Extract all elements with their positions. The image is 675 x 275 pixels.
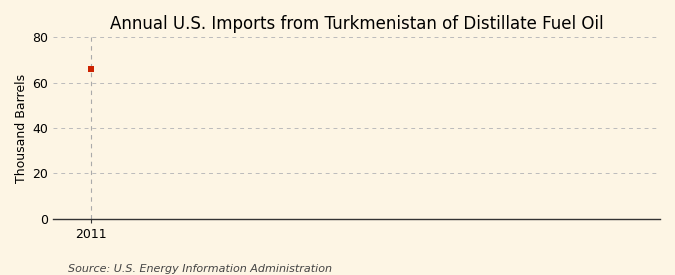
Text: Source: U.S. Energy Information Administration: Source: U.S. Energy Information Administ… — [68, 264, 331, 274]
Title: Annual U.S. Imports from Turkmenistan of Distillate Fuel Oil: Annual U.S. Imports from Turkmenistan of… — [110, 15, 603, 33]
Y-axis label: Thousand Barrels: Thousand Barrels — [15, 73, 28, 183]
